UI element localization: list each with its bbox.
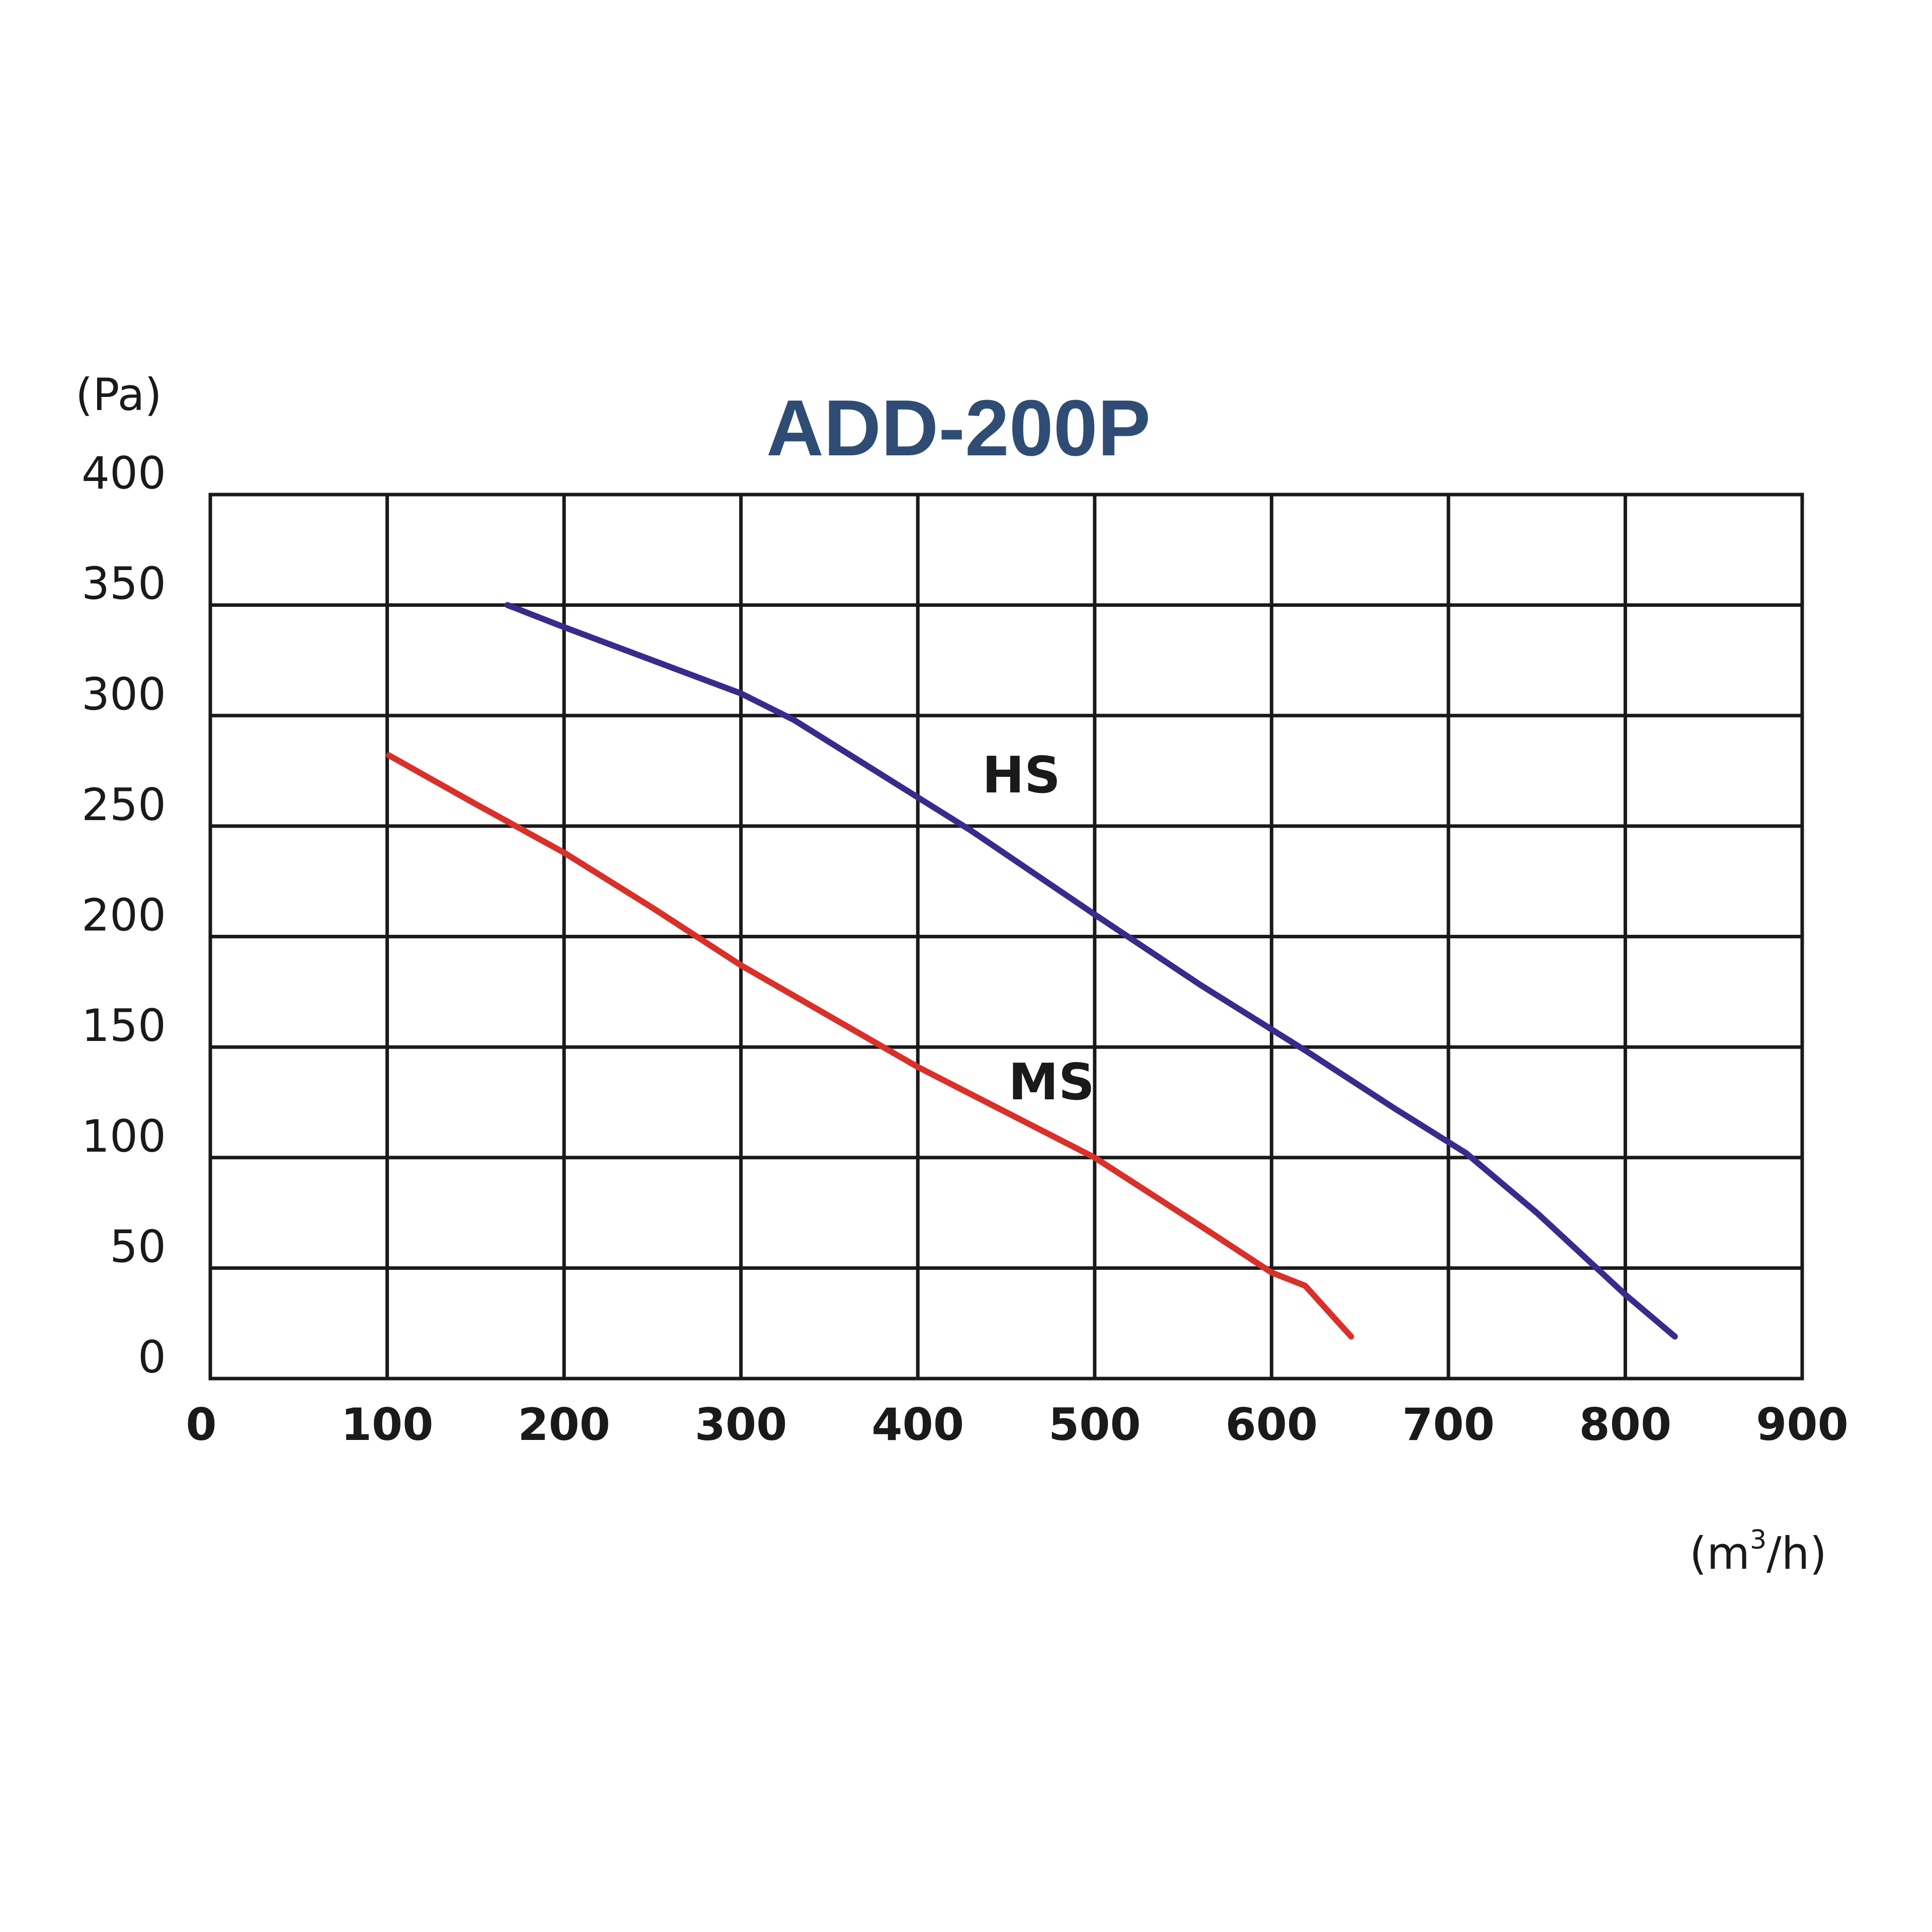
y-tick-label: 350	[82, 558, 166, 610]
series-line-hs	[504, 602, 1678, 1340]
y-tick-label: 250	[82, 779, 166, 831]
y-tick-label: 50	[110, 1221, 166, 1272]
series-label-ms: MS	[1008, 1053, 1095, 1111]
chart-title: ADD-200P	[766, 384, 1151, 472]
x-axis-unit-base: (m	[1689, 1527, 1750, 1579]
y-tick-label: 400	[82, 447, 166, 499]
series-label-hs: HS	[982, 746, 1061, 804]
y-tick-label: 300	[82, 668, 166, 720]
x-tick-label: 800	[1579, 1399, 1672, 1451]
x-tick-label: 700	[1402, 1399, 1495, 1451]
x-axis-unit-superscript: 3	[1750, 1525, 1766, 1555]
x-tick-label: 900	[1756, 1399, 1848, 1451]
x-tick-label: 0	[186, 1399, 216, 1451]
y-tick-label: 0	[138, 1331, 166, 1383]
y-tick-label: 150	[82, 1000, 166, 1052]
x-tick-label: 200	[518, 1399, 610, 1451]
x-tick-label: 300	[695, 1399, 787, 1451]
series-curves	[386, 602, 1678, 1340]
x-tick-label: 600	[1225, 1399, 1318, 1451]
y-axis-unit: (Pa)	[75, 369, 162, 421]
x-axis-unit-tail: /h)	[1766, 1527, 1827, 1579]
y-tick-labels: 0 50 100 150 200 250 300 350 400	[82, 447, 166, 1383]
plot-frame	[208, 493, 1804, 1381]
x-tick-label: 400	[871, 1399, 964, 1451]
series-line-ms	[386, 752, 1354, 1340]
y-tick-label: 100	[82, 1110, 166, 1162]
x-tick-labels: 0 100 200 300 400 500 600 700 800 900	[186, 1399, 1848, 1451]
x-axis-unit: (m3/h)	[1689, 1525, 1827, 1579]
x-tick-label: 100	[341, 1399, 434, 1451]
y-tick-label: 200	[82, 890, 166, 941]
x-tick-label: 500	[1049, 1399, 1141, 1451]
grid	[210, 495, 1802, 1379]
